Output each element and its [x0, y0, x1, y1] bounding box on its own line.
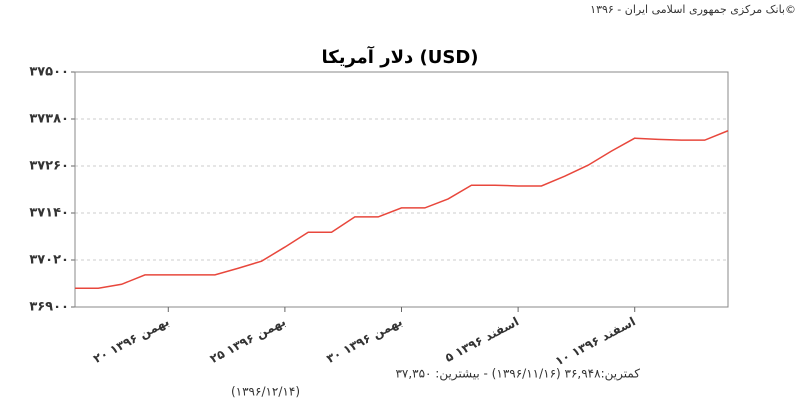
source: بانک مرکزی جمهوری اسلامی ایران - ۱۳۹۶©: [590, 3, 796, 16]
x-tick-label: ۳۰ بهمن ۱۳۹۶: [324, 314, 404, 366]
y-tick-label: ۳۷۳۸۰: [29, 112, 69, 127]
plot-frame: [74, 71, 729, 308]
x-tick-label: ۱۰ اسفند ۱۳۹۶: [553, 314, 638, 368]
chart-title: دلار آمریکا (USD): [321, 45, 478, 68]
x-tick-label: ۲۵ بهمن ۱۳۹۶: [208, 314, 288, 366]
x-tick-label: ۵ اسفند ۱۳۹۶: [443, 314, 521, 365]
footer: کمترین:۳۶,۹۴۸ (۱۳۹۶/۱۱/۱۶) - بیشترین: ۳۷…: [395, 367, 640, 382]
footer: (۱۳۹۶/۱۲/۱۴): [231, 385, 300, 399]
y-tick-label: ۳۶۹۰۰: [29, 300, 69, 315]
y-tick-label: ۳۷۱۴۰: [29, 206, 69, 221]
y-tick-label: ۳۷۰۲۰: [29, 253, 69, 268]
y-tick-label: ۳۷۵۰۰: [29, 65, 69, 80]
y-tick-label: ۳۷۲۶۰: [29, 159, 69, 174]
x-tick-label: ۲۰ بهمن ۱۳۹۶: [91, 314, 171, 366]
line: [75, 130, 729, 289]
